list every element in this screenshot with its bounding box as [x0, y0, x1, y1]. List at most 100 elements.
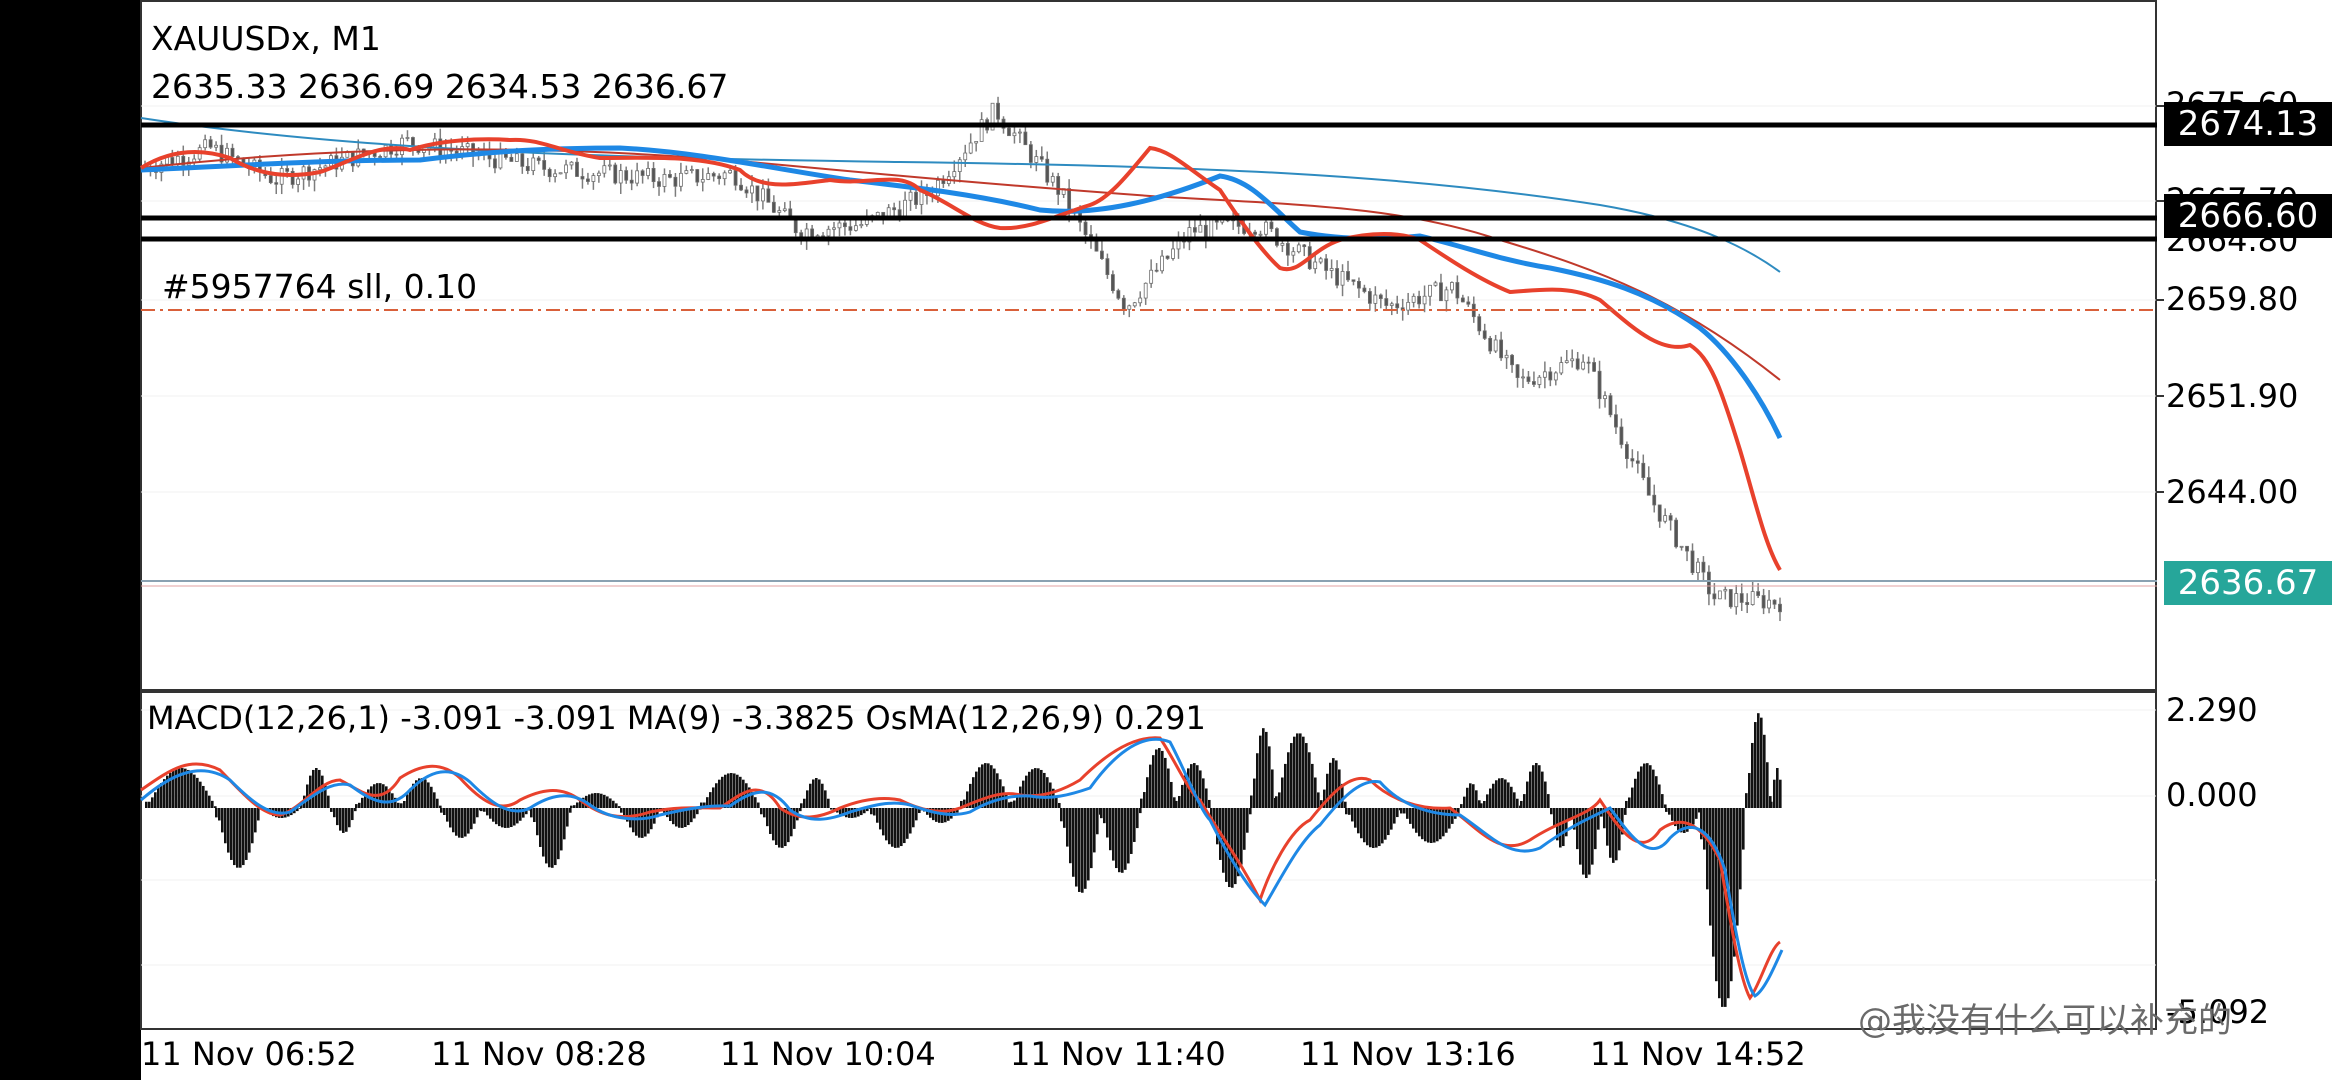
- thin-ma-line: [140, 148, 1781, 381]
- macd-histogram-bar: [1625, 800, 1628, 808]
- candle-body: [733, 170, 738, 186]
- candle-body: [1050, 176, 1055, 183]
- candle-body: [1570, 358, 1575, 362]
- macd-histogram-bar: [1096, 808, 1099, 835]
- candle-body: [1127, 305, 1132, 310]
- macd-histogram-bar: [906, 808, 909, 839]
- macd-histogram-bar: [706, 797, 709, 808]
- macd-histogram-bar: [612, 800, 615, 808]
- macd-histogram-bar: [348, 808, 351, 828]
- order-label[interactable]: #5957764 sll, 0.10: [162, 267, 478, 306]
- macd-histogram-bar: [1028, 771, 1031, 808]
- candle-body: [1007, 127, 1011, 137]
- macd-histogram-bar: [1562, 808, 1565, 847]
- candle-body: [285, 168, 290, 172]
- macd-histogram-bar: [1489, 788, 1492, 808]
- macd-histogram-bar: [545, 808, 548, 864]
- candle-body: [1641, 462, 1646, 478]
- macd-histogram-bar: [245, 808, 248, 860]
- macd-histogram-bar: [1588, 808, 1591, 875]
- macd-histogram-bar: [1643, 763, 1646, 808]
- macd-histogram-bar: [424, 779, 427, 808]
- macd-histogram-bar: [1433, 808, 1436, 843]
- macd-histogram-bar: [626, 808, 629, 822]
- macd-histogram-bar: [409, 788, 412, 808]
- macd-histogram-bar: [1576, 808, 1579, 850]
- macd-histogram-bar: [536, 808, 539, 836]
- macd-histogram-bar: [1357, 808, 1360, 834]
- macd-histogram-bar: [1390, 808, 1393, 830]
- macd-histogram-bar: [984, 763, 987, 808]
- price-tick-2651: 2651.90: [2166, 377, 2299, 415]
- macd-histogram-bar: [1118, 808, 1121, 873]
- macd-histogram-bar: [1072, 808, 1075, 877]
- macd-histogram-bar: [972, 777, 975, 808]
- macd-histogram-bar: [486, 808, 489, 816]
- macd-histogram-bar: [160, 783, 163, 808]
- macd-histogram-bar: [876, 808, 879, 823]
- candle-body: [1537, 376, 1542, 385]
- macd-histogram-bar: [421, 778, 424, 808]
- candle-body: [1116, 290, 1121, 299]
- macd-histogram-bar: [1155, 749, 1158, 808]
- macd-histogram-bar: [772, 808, 775, 841]
- candle-body: [1717, 590, 1722, 600]
- macd-histogram-bar: [1139, 808, 1142, 814]
- candle-body: [1034, 156, 1039, 163]
- macd-histogram-bar: [224, 808, 227, 844]
- candle-body: [771, 201, 776, 213]
- macd-histogram-bar: [1504, 779, 1507, 808]
- candle-body: [782, 208, 787, 211]
- macd-histogram-bar: [1634, 778, 1637, 808]
- macd-histogram-bar: [504, 808, 507, 828]
- macd-histogram-bar: [397, 802, 400, 808]
- candle-body: [968, 142, 973, 154]
- macd-histogram-bar: [754, 797, 757, 808]
- level-badge-2666[interactable]: 2666.60: [2164, 194, 2332, 238]
- candle-body: [547, 168, 552, 178]
- candle-body: [1761, 595, 1766, 609]
- level-badge-2674[interactable]: 2674.13: [2164, 102, 2332, 146]
- macd-histogram-bar: [1516, 798, 1519, 808]
- candle-body: [1575, 358, 1580, 370]
- macd-histogram-bar: [1486, 794, 1489, 808]
- macd-histogram-bar: [1529, 771, 1532, 808]
- macd-histogram-bar: [1418, 808, 1421, 837]
- macd-histogram-bar: [1715, 808, 1718, 982]
- macd-histogram-bar: [1609, 808, 1612, 858]
- macd-histogram-bar: [1612, 808, 1615, 863]
- macd-histogram-bar: [1472, 784, 1475, 808]
- macd-histogram-bar: [1745, 793, 1748, 808]
- macd-histogram-bar: [1748, 773, 1751, 808]
- macd-histogram-bar: [775, 808, 778, 845]
- macd-histogram-bar: [1075, 808, 1078, 887]
- macd-histogram-bar: [1733, 808, 1736, 957]
- macd-histogram-bar: [513, 808, 516, 826]
- candle-body: [974, 141, 979, 144]
- candle-body: [394, 153, 399, 156]
- macd-histogram-bar: [1360, 808, 1363, 839]
- candle-body: [1395, 303, 1400, 309]
- price-tick-2659: 2659.80: [2166, 280, 2299, 318]
- candle-body: [591, 175, 596, 182]
- candle-body: [230, 147, 235, 158]
- macd-histogram-bar: [181, 768, 184, 808]
- macd-histogram-bar: [641, 808, 644, 838]
- macd-histogram-bar: [1776, 768, 1779, 808]
- macd-histogram-bar: [148, 801, 151, 808]
- macd-histogram-bar: [1692, 808, 1695, 825]
- macd-histogram-bar: [1196, 765, 1199, 808]
- macd-histogram-bar: [806, 790, 809, 808]
- macd-histogram-bar: [1069, 808, 1072, 864]
- macd-histogram-bar: [1624, 808, 1627, 815]
- macd-histogram-bar: [1378, 808, 1381, 847]
- macd-histogram-bar: [516, 808, 519, 824]
- macd-histogram-bar: [1103, 808, 1106, 824]
- macd-histogram-bar: [1078, 808, 1081, 892]
- macd-histogram-bar: [1127, 808, 1130, 864]
- macd-histogram-bar: [1773, 779, 1776, 808]
- candle-body: [1646, 477, 1651, 496]
- macd-histogram-bar: [1570, 808, 1573, 819]
- macd-histogram-bar: [1730, 808, 1733, 982]
